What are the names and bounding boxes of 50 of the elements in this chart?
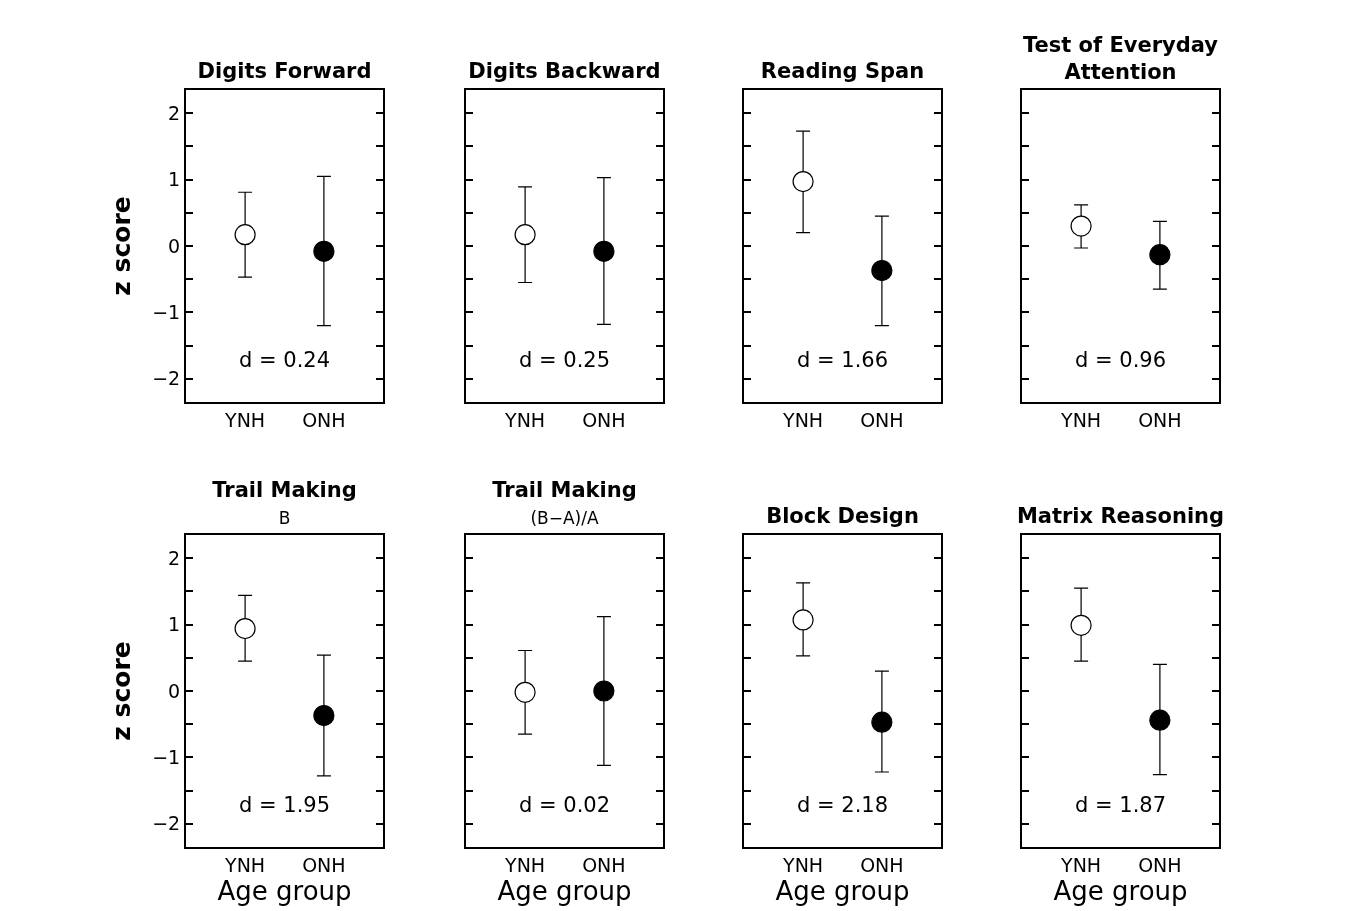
annotation: d = 0.24 — [239, 348, 331, 372]
chart-subtitle: B — [278, 508, 291, 529]
x-tick-label: ONH — [302, 408, 346, 431]
chart-subtitle: (B−A)/A — [530, 508, 599, 529]
y-tick-label: −1 — [152, 301, 181, 324]
x-tick-label: YNH — [1060, 853, 1102, 876]
annotation: d = 0.02 — [519, 793, 611, 817]
x-axis-title: Age group — [775, 875, 910, 906]
x-axis-title: Age group — [497, 875, 632, 906]
chart-title: Reading Span — [760, 59, 925, 83]
y-axis-title: z score — [107, 641, 137, 741]
x-tick-label: YNH — [1060, 408, 1102, 431]
chart-title: Block Design — [766, 504, 919, 528]
x-tick-label: ONH — [582, 853, 626, 876]
y-tick-label: 0 — [168, 234, 181, 257]
x-tick-label: ONH — [302, 853, 346, 876]
annotation: d = 2.18 — [797, 793, 889, 817]
y-tick-label: 1 — [168, 168, 181, 191]
x-tick-label: YNH — [782, 853, 824, 876]
annotation: d = 0.25 — [519, 348, 611, 372]
y-tick-label: −2 — [152, 812, 181, 835]
chart-title: Matrix Reasoning — [1016, 504, 1225, 528]
x-tick-label: ONH — [1138, 408, 1182, 431]
y-tick-label: 0 — [168, 679, 181, 702]
x-tick-label: YNH — [224, 853, 266, 876]
x-tick-label: ONH — [860, 853, 904, 876]
y-tick-label: 1 — [168, 613, 181, 636]
x-tick-label: ONH — [582, 408, 626, 431]
y-tick-label: −1 — [152, 746, 181, 769]
x-axis-title: Age group — [217, 875, 352, 906]
chart-title: Trail Making — [212, 478, 357, 502]
x-axis-title: Age group — [1053, 875, 1188, 906]
x-tick-label: ONH — [860, 408, 904, 431]
chart-title: Digits Backward — [468, 59, 661, 83]
chart-title: Digits Forward — [197, 59, 372, 83]
x-tick-label: YNH — [504, 853, 546, 876]
y-tick-label: 2 — [168, 546, 181, 569]
chart-title: Trail Making — [492, 478, 637, 502]
x-tick-label: YNH — [504, 408, 546, 431]
annotation: d = 0.96 — [1075, 348, 1167, 372]
annotation: d = 1.95 — [239, 793, 331, 817]
x-tick-label: YNH — [782, 408, 824, 431]
x-tick-label: ONH — [1138, 853, 1182, 876]
annotation: d = 1.87 — [1075, 793, 1167, 817]
y-tick-label: −2 — [152, 367, 181, 390]
chart-title: Test of Everyday Attention — [1022, 33, 1219, 85]
y-axis-title: z score — [107, 196, 137, 296]
y-tick-label: 2 — [168, 101, 181, 124]
annotation: d = 1.66 — [797, 348, 889, 372]
x-tick-label: YNH — [224, 408, 266, 431]
